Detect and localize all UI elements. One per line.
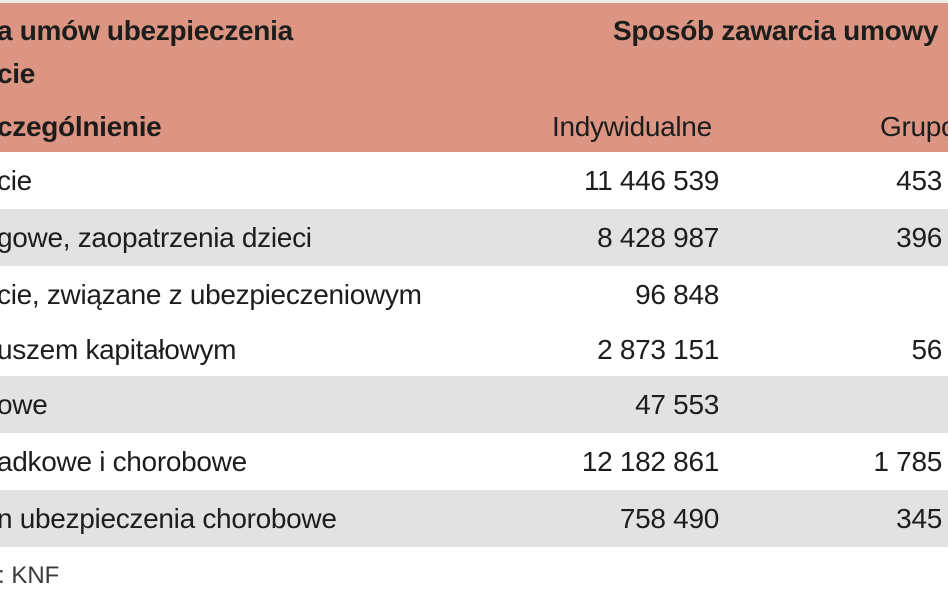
table-row: cie, związane z ubezpieczeniowym 96 848 …: [0, 266, 948, 376]
table-row: owe 47 553: [0, 376, 948, 433]
table-row: cie 11 446 539 453: [0, 152, 948, 209]
value-group-line2: 56: [911, 334, 942, 365]
row-label: cie: [0, 165, 32, 196]
column-group-title: Sposób zawarcia umowy: [613, 15, 939, 46]
row-label: gowe, zaopatrzenia dzieci: [0, 222, 312, 253]
row-label: n ubezpieczenia chorobowe: [0, 503, 337, 534]
table-row: n ubezpieczenia chorobowe 758 490 345: [0, 490, 948, 547]
value-individual: 758 490: [619, 503, 719, 534]
column-header-individual: Indywidualne: [552, 111, 712, 142]
row-label: owe: [0, 389, 48, 420]
table-header: a umów ubezpieczenia cie czególnienie Sp…: [0, 0, 948, 152]
value-group: 345: [896, 503, 942, 534]
value-individual-line2: 2 873 151: [597, 334, 719, 365]
column-header-breakdown: czególnienie: [0, 111, 162, 142]
table-title-line2: cie: [0, 58, 36, 89]
row-label: adkowe i chorobowe: [0, 446, 247, 477]
value-group: 453: [896, 165, 942, 196]
value-individual: 47 553: [635, 389, 719, 420]
value-individual: 8 428 987: [597, 222, 719, 253]
row-label-line1: cie, związane z ubezpieczeniowym: [0, 279, 422, 310]
table-row: gowe, zaopatrzenia dzieci 8 428 987 396: [0, 209, 948, 266]
value-group: 1 785: [873, 446, 942, 477]
insurance-contracts-table: a umów ubezpieczenia cie czególnienie Sp…: [0, 0, 948, 547]
value-group: 396: [896, 222, 942, 253]
row-label-line2: uszem kapitałowym: [0, 334, 237, 365]
value-individual: 12 182 861: [581, 446, 719, 477]
table-title-line1: a umów ubezpieczenia: [0, 15, 293, 46]
value-individual: 11 446 539: [583, 165, 719, 196]
column-header-group: Grupo: [880, 111, 948, 142]
value-individual-line1: 96 848: [635, 279, 719, 310]
table-row: adkowe i chorobowe 12 182 861 1 785: [0, 433, 948, 490]
source-note: : KNF: [0, 562, 60, 589]
